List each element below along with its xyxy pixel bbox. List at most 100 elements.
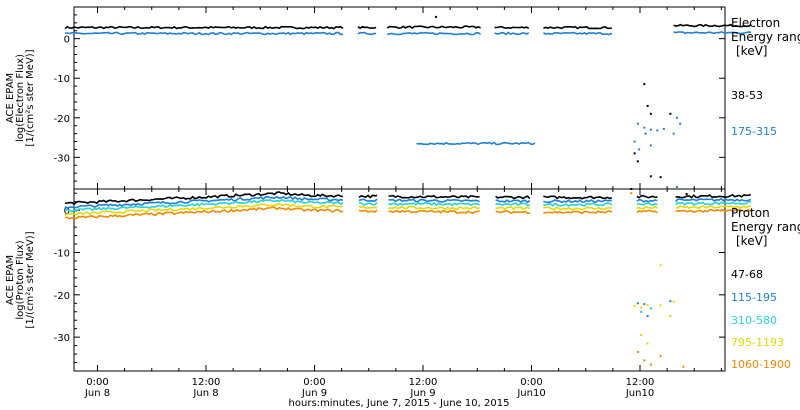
point-175-315: [649, 144, 652, 147]
series-line-115-195: [543, 198, 612, 204]
x-tick-label-time: 0:00: [303, 377, 325, 388]
series-line-795-1193: [495, 206, 531, 211]
series-line-310-580: [64, 199, 344, 213]
point-1060-1900: [649, 363, 652, 366]
x-tick-label-time: 0:00: [520, 377, 542, 388]
series-line-1060-1900: [358, 209, 378, 214]
series-line-47-68: [675, 193, 751, 199]
point-175-315: [672, 132, 675, 135]
point-175-315: [633, 140, 636, 143]
y-tick-label: -30: [54, 333, 70, 344]
point-1060-1900: [636, 350, 639, 353]
proton-ylabel-line1: ACE EPAM: [5, 255, 16, 305]
series-line-38-53: [386, 25, 481, 30]
proton-legend-title-1: Proton: [731, 206, 770, 220]
series-line-175-315: [357, 31, 377, 36]
electron-ylabel-line3: [1/(cm²s ster MeV)]: [25, 49, 36, 146]
electron-ylabel-line1: ACE EPAM: [5, 73, 16, 123]
y-tick-label: -10: [54, 248, 70, 259]
series-line-1060-1900: [388, 209, 480, 215]
series-line-795-1193: [543, 206, 612, 211]
point-47-68: [630, 188, 633, 190]
point-47-68: [685, 193, 688, 196]
y-tick-label: 0: [64, 206, 70, 217]
y-tick-label: -20: [54, 114, 70, 125]
point-795-1193: [633, 304, 636, 307]
y-tick-label: -10: [54, 74, 70, 85]
proton-legend-title-3: [keV]: [736, 234, 767, 248]
series-line-795-1193: [64, 202, 343, 217]
series-line-795-1193: [388, 205, 480, 211]
point-1060-1900: [659, 355, 662, 358]
y-tick-label: -30: [54, 153, 70, 164]
series-line-310-580: [675, 201, 751, 206]
point-175-315: [643, 126, 646, 129]
point-38-53: [649, 112, 652, 115]
point-115-195: [636, 302, 639, 305]
point-115-195: [669, 300, 672, 303]
point-175-315: [649, 128, 652, 131]
point-795-1193: [646, 303, 649, 306]
point-38-53: [669, 112, 672, 115]
point-795-1193: [659, 304, 662, 307]
series-line-175-315: [494, 31, 530, 36]
series-line-115-195: [675, 197, 752, 203]
series-line-47-68: [388, 194, 480, 199]
point-310-580: [640, 310, 643, 313]
series-line-47-68: [636, 194, 658, 199]
point-175-315: [656, 129, 659, 132]
proton-legend-title-2: Energy range: [731, 220, 800, 234]
point-1060-1900: [630, 192, 633, 195]
series-line-795-1193: [358, 205, 378, 209]
series-line-310-580: [636, 202, 658, 207]
proton-legend-47-68: 47-68: [731, 268, 763, 281]
series-line-38-53: [494, 25, 530, 30]
y-tick-label: -20: [54, 291, 70, 302]
electron-legend-title-3: [keV]: [736, 44, 767, 58]
point-38-53: [636, 160, 639, 163]
x-tick-label-time: 0:00: [86, 377, 108, 388]
point-175-315: [679, 122, 682, 125]
x-tick-label-time: 12:00: [192, 377, 221, 388]
proton-ylabel-line3: [1/(cm²s ster MeV)]: [25, 231, 36, 328]
point-175-315: [638, 148, 641, 151]
electron-ylabel-line2: log(Electron Flux): [15, 54, 26, 142]
point-795-1193: [672, 300, 675, 303]
point-795-1193: [640, 334, 643, 337]
series-line-115-195: [64, 195, 344, 209]
electron-legend-title-2: Energy range: [731, 30, 800, 44]
series-line-795-1193: [636, 205, 658, 210]
point-38-53: [435, 15, 438, 18]
series-line-310-580: [495, 202, 530, 207]
series-line-1060-1900: [636, 209, 658, 214]
proton-legend-795-1193: 795-1193: [731, 336, 784, 349]
point-175-315: [662, 127, 665, 130]
series-line-175-315: [673, 31, 752, 35]
data-layer: [64, 15, 752, 368]
proton-legend-115-195: 115-195: [731, 291, 777, 304]
x-axis-label: hours:minutes, June 7, 2015 - June 10, 2…: [289, 398, 510, 409]
series-line-115-195: [495, 199, 531, 204]
series-line-47-68: [64, 191, 344, 206]
proton-legend-1060-1900: 1060-1900: [731, 358, 791, 371]
series-line-47-68: [543, 195, 613, 200]
series-line-38-53: [673, 23, 752, 28]
point-795-1193: [669, 314, 672, 317]
series-line-175-315: [416, 141, 536, 146]
series-line-1060-1900: [675, 208, 752, 214]
electron-legend-title-1: Electron: [731, 16, 780, 30]
point-115-195: [646, 314, 649, 317]
point-795-1193: [646, 342, 649, 345]
point-115-195: [643, 303, 646, 306]
series-line-115-195: [636, 198, 658, 203]
x-tick-label-date: Jun10: [625, 388, 654, 399]
series-line-38-53: [357, 25, 377, 30]
electron-legend-175-315: 175-315: [731, 125, 777, 138]
series-line-310-580: [543, 202, 613, 207]
series-line-1060-1900: [543, 210, 613, 215]
x-tick-label-date: Jun 9: [409, 388, 435, 399]
series-line-175-315: [65, 31, 343, 36]
series-line-47-68: [358, 194, 378, 199]
